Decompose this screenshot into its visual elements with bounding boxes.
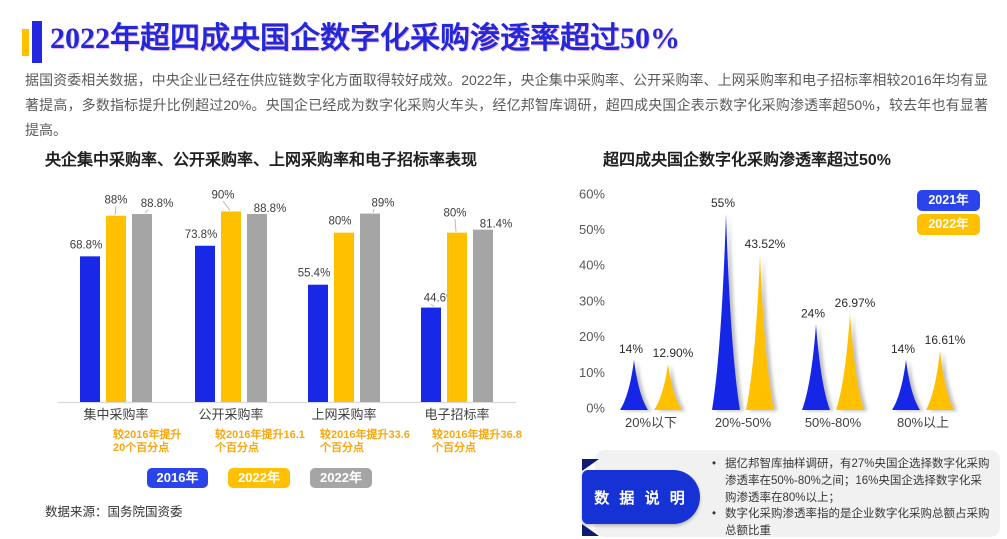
y-axis-label: 20% — [579, 329, 605, 344]
bar-value-label: 73.8% — [185, 229, 218, 241]
spike-value-label: 12.90% — [653, 346, 694, 360]
ribbon-fold-icon — [582, 459, 599, 471]
improvement-note-line: 较2016年提升33.6 — [320, 429, 410, 441]
spike-2022年-20%以下 — [654, 363, 682, 410]
category-label: 50%-80% — [805, 415, 862, 430]
leader-line — [114, 206, 117, 215]
bar-value-label: 68.8% — [70, 239, 103, 251]
improvement-note-line: 较2016年提升 — [113, 429, 182, 441]
data-note-bullet-text: 数字化采购渗透率指的是企业数字化采购总额占采购总额比重 — [725, 508, 990, 538]
procurement-rates-bar-chart: 68.8% 88% 88.8% 集中采购率 73.8% 90% 88.8% 公开采购率 55.4… — [58, 189, 516, 422]
left-chart-title: 央企集中采购率、公开采购率、上网采购率和电子招标率表现 — [45, 152, 478, 169]
category-label: 电子招标率 — [424, 407, 489, 422]
bar-value-label: 80% — [443, 208, 466, 220]
improvement-note-4: 较2016年提升36.8 个百分点 — [432, 429, 532, 454]
intro-text: 据国资委相关数据，中央企业已经在供应链数字化方面取得较好成效。2022年，央企集… — [25, 72, 988, 138]
spike-value-label: 14% — [891, 342, 915, 356]
leader-line — [222, 200, 231, 211]
data-note-ribbon: 数 据 说 明 — [582, 470, 700, 524]
spike-2021年-20%以下 — [620, 360, 648, 410]
bar-2022年-公开采购率 — [247, 214, 267, 402]
category-label: 20%-50% — [715, 415, 772, 430]
spike-2021年-80%以上 — [892, 360, 920, 410]
data-note-badge-label: 数 据 说 明 — [594, 489, 688, 507]
data-source-text: 数据来源：国务院国资委 — [45, 505, 183, 519]
page-title: 2022年超四成央国企数字化采购渗透率超过50% — [50, 22, 680, 55]
spike-2022年-80%以上 — [926, 350, 954, 410]
spike-value-label: 14% — [619, 342, 643, 356]
y-axis-label: 40% — [579, 258, 605, 273]
legend-chip-2016: 2016年 — [147, 468, 208, 488]
legend-pill-2021: 2021年 — [917, 190, 980, 211]
penetration-rate-spike-chart: 0% 10% 20% 30% 40% 50% 60% 14% 12.90% 20%以下 55% 43.… — [579, 186, 966, 430]
bar-2022年-上网采购率 — [334, 232, 354, 402]
y-axis-label: 50% — [579, 222, 605, 237]
bar-value-label: 90% — [211, 189, 234, 201]
bar-value-label: 88.8% — [254, 203, 287, 215]
leader-line — [372, 208, 375, 213]
improvement-note-line: 个百分点 — [432, 441, 476, 454]
bar-value-label: 88% — [104, 195, 127, 207]
legend-chip-2022-yellow: 2022年 — [228, 468, 290, 488]
y-axis-label: 60% — [579, 186, 605, 201]
legend-pill-2022: 2022年 — [917, 214, 980, 235]
y-axis-label: 30% — [579, 293, 605, 308]
spike-2022年-20%-50% — [746, 254, 774, 410]
spike-value-label: 43.52% — [745, 237, 786, 251]
spike-value-label: 24% — [801, 306, 825, 320]
leader-line — [430, 303, 435, 307]
bar-value-label: 80% — [328, 216, 351, 228]
title-accent-blue-bar — [32, 21, 42, 63]
improvement-note-line: 较2016年提升16.1 — [215, 429, 305, 441]
bar-2016年-上网采购率 — [308, 284, 328, 402]
data-note-bullet: • 数字化采购渗透率指的是企业数字化采购总额占采购总额比重 — [712, 506, 992, 539]
data-note-bullet: • 据亿邦智库抽样调研，有27%央国企选择数字化采购渗透率在50%-80%之间；… — [712, 456, 992, 506]
bar-2022年-上网采购率 — [360, 213, 380, 402]
category-label: 公开采购率 — [198, 407, 263, 422]
bar-value-label: 55.4% — [298, 268, 331, 280]
bar-2022年-电子招标率 — [447, 232, 467, 402]
ribbon-fold-icon — [582, 524, 599, 536]
title-accent-yellow-bar — [22, 29, 29, 56]
data-note-bullet-list: • 据亿邦智库抽样调研，有27%央国企选择数字化采购渗透率在50%-80%之间；… — [712, 456, 992, 539]
bar-2022年-集中采购率 — [132, 214, 152, 402]
improvement-note-line: 个百分点 — [215, 441, 259, 454]
category-label: 80%以上 — [897, 415, 949, 430]
category-label: 集中采购率 — [83, 407, 148, 422]
bar-2022年-公开采购率 — [221, 211, 241, 402]
bullet-dot-icon: • — [712, 458, 717, 470]
bar-2016年-集中采购率 — [80, 256, 100, 402]
spike-value-label: 26.97% — [835, 296, 876, 310]
y-axis-label: 10% — [579, 365, 605, 380]
bullet-dot-icon: • — [712, 508, 717, 521]
category-label: 上网采购率 — [311, 407, 376, 422]
improvement-note-line: 较2016年提升36.8 — [432, 429, 522, 441]
improvement-note-1: 较2016年提升 20个百分点 — [113, 429, 213, 454]
spike-2022年-50%-80% — [836, 313, 864, 410]
bar-2022年-电子招标率 — [473, 229, 493, 402]
leader-line — [454, 219, 457, 232]
right-chart-title: 超四成央国企数字化采购渗透率超过50% — [603, 152, 892, 169]
improvement-note-line: 个百分点 — [320, 441, 364, 454]
spike-2021年-50%-80% — [802, 324, 830, 410]
category-label: 20%以下 — [625, 415, 677, 430]
spike-value-label: 16.61% — [925, 333, 966, 347]
bar-value-label: 89% — [371, 198, 394, 210]
bar-value-label: 81.4% — [480, 219, 513, 231]
improvement-note-line: 20个百分点 — [113, 441, 170, 454]
leader-line — [144, 209, 149, 214]
improvement-note-2: 较2016年提升16.1 个百分点 — [215, 429, 315, 454]
spike-2021年-20%-50% — [712, 213, 740, 410]
bar-2016年-电子招标率 — [421, 307, 441, 402]
spike-value-label: 55% — [711, 196, 735, 210]
bar-value-label: 88.8% — [141, 198, 174, 210]
y-axis-label: 0% — [586, 401, 605, 416]
bar-2022年-集中采购率 — [106, 215, 126, 402]
data-note-bullet-text: 据亿邦智库抽样调研，有27%央国企选择数字化采购渗透率在50%-80%之间；16… — [725, 458, 990, 504]
bar-2016年-公开采购率 — [195, 245, 215, 402]
improvement-note-3: 较2016年提升33.6 个百分点 — [320, 429, 420, 454]
legend-chip-2022-gray: 2022年 — [310, 468, 372, 488]
